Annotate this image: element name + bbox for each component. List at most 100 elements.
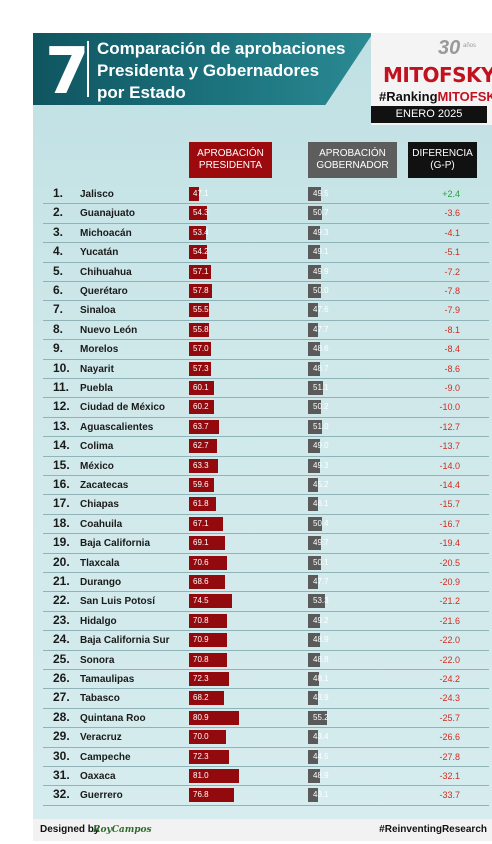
column-header-gobernador: APROBACIÓN GOBERNADOR: [308, 142, 397, 178]
gobernador-bar: [308, 206, 323, 221]
state-name: Tabasco: [80, 693, 120, 705]
presidenta-bar: [189, 187, 199, 201]
period-label: ENERO 2025: [371, 106, 487, 123]
rank-label: 14.: [53, 438, 70, 453]
gobernador-bar: [308, 342, 320, 357]
gobernador-bar: [308, 555, 322, 570]
table-row: 24. Baja California Sur 70.9 48.9 -22.0: [43, 631, 489, 651]
row-divider: [43, 785, 489, 787]
presidenta-value: 67.1: [193, 518, 209, 528]
table-row: 23. Hidalgo 70.8 49.2 -21.6: [43, 612, 489, 632]
table-row: 25. Sonora 70.8 48.8 -22.0: [43, 651, 489, 670]
difference-value: -26.6: [439, 732, 460, 743]
row-divider: [43, 474, 489, 476]
title-line-3: por Estado: [97, 83, 186, 102]
header: 7 Comparación de aprobaciones Presidenta…: [33, 33, 492, 125]
presidenta-bar: [189, 672, 229, 686]
difference-value: -15.7: [439, 499, 460, 510]
gobernador-bar: [308, 652, 320, 667]
gobernador-bar: [308, 788, 318, 803]
state-name: Puebla: [80, 383, 113, 394]
presidenta-bar: [189, 439, 218, 454]
table-row: 29. Veracruz 70.0 43.4 -26.6: [43, 728, 489, 748]
state-name: Zacatecas: [80, 480, 129, 491]
presidenta-value: 70.9: [193, 635, 209, 645]
state-name: Colima: [80, 441, 114, 453]
presidenta-bar: [189, 555, 227, 570]
presidenta-bar: [189, 749, 229, 764]
state-name: Oaxaca: [80, 771, 116, 782]
rank-label: 12.: [53, 399, 70, 414]
presidenta-value: 54.2: [193, 247, 209, 257]
ranking-hashtag: #RankingMITOFSKY: [379, 89, 492, 104]
rank-label: 17.: [53, 496, 70, 511]
table-row: 32. Guerrero 76.8 43.1 -33.7: [43, 786, 489, 806]
rank-label: 9.: [53, 341, 64, 356]
rank-label: 19.: [53, 535, 70, 550]
presidenta-value: 63.7: [193, 421, 209, 431]
presidenta-bar: [189, 284, 212, 298]
gobernador-value: 47.6: [313, 305, 329, 315]
state-name: Chihuahua: [80, 266, 132, 278]
rank-label: 1.: [53, 186, 64, 200]
state-name: Jalisco: [80, 189, 114, 200]
presidenta-value: 57.1: [193, 266, 209, 276]
header-diferencia-line2: (G-P): [430, 160, 455, 171]
row-divider: [43, 222, 489, 224]
table-row: 4. Yucatán 54.2 49.1 -5.1: [43, 243, 489, 263]
difference-value: -9.0: [444, 383, 460, 393]
rank-label: 20.: [53, 554, 70, 569]
state-name: Nayarit: [80, 363, 114, 375]
difference-value: -16.7: [439, 518, 460, 529]
presidenta-bar: [189, 322, 210, 337]
gobernador-value: 47.7: [313, 324, 329, 334]
table-row: 22. San Luis Potosí 74.5 53.3 -21.2: [43, 592, 489, 612]
row-divider: [43, 630, 489, 632]
difference-value: -25.7: [439, 712, 460, 723]
difference-value: +2.4: [442, 189, 460, 199]
gobernador-bar: [308, 458, 321, 473]
difference-value: -8.4: [444, 344, 460, 355]
row-divider: [43, 804, 489, 806]
state-name: Tamaulipas: [80, 674, 135, 685]
gobernador-value: 48.9: [313, 771, 329, 780]
rank-label: 30.: [53, 748, 70, 763]
row-divider: [43, 319, 489, 321]
presidenta-value: 81.0: [193, 771, 209, 780]
column-header-diferencia: DIFERENCIA (G-P): [408, 142, 477, 178]
state-name: Baja California: [80, 538, 151, 550]
rank-label: 7.: [53, 302, 64, 317]
presidenta-value: 63.3: [193, 460, 209, 470]
gobernador-value: 43.1: [313, 790, 329, 800]
difference-value: -13.7: [439, 441, 460, 452]
gobernador-value: 49.3: [313, 460, 329, 470]
difference-value: -21.6: [439, 615, 460, 626]
row-divider: [43, 358, 489, 360]
table-row: 17. Chiapas 61.8 46.1 -15.7: [43, 495, 489, 515]
presidenta-bar: [189, 303, 209, 318]
presidenta-value: 68.2: [193, 693, 209, 703]
difference-value: -20.5: [439, 557, 460, 568]
gobernador-bar: [308, 613, 321, 628]
anniversary-logo: 30: [438, 37, 461, 59]
state-name: Campeche: [80, 751, 131, 763]
gobernador-bar: [308, 187, 321, 201]
presidenta-value: 72.3: [193, 674, 209, 683]
row-divider: [43, 668, 489, 670]
state-name: Nuevo León: [80, 324, 138, 336]
table-row: 30. Campeche 72.3 44.5 -27.8: [43, 748, 489, 767]
presidenta-bar: [189, 730, 227, 745]
gobernador-value: 49.7: [313, 538, 329, 548]
difference-value: -3.6: [444, 208, 460, 219]
table-row: 27. Tabasco 68.2 43.9 -24.3: [43, 689, 489, 709]
rank-label: 5.: [53, 263, 64, 278]
presidenta-value: 60.2: [193, 402, 209, 412]
state-name: Guanajuato: [80, 208, 136, 220]
gobernador-bar: [308, 575, 319, 589]
presidenta-bar: [189, 342, 211, 357]
presidenta-value: 57.0: [193, 344, 209, 354]
row-divider: [43, 494, 489, 496]
table-row: 1. Jalisco 47.1 49.5 +2.4: [43, 185, 489, 205]
rank-label: 31.: [53, 768, 70, 782]
title-line-2: Presidenta y Gobernadores: [97, 61, 320, 80]
